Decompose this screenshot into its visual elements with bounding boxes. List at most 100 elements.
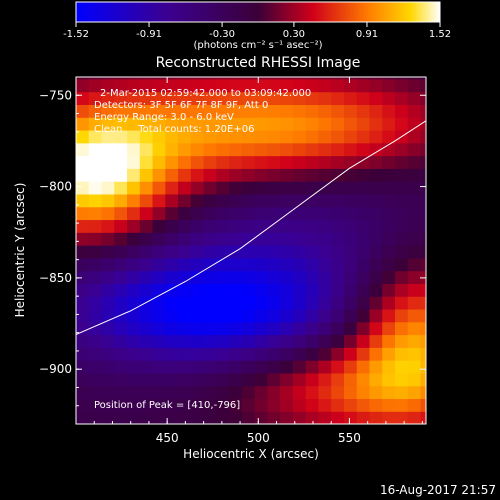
heatmap-cell [305,193,320,208]
heatmap-cell [216,181,230,195]
heatmap-cell [420,129,426,144]
heatmap-cell [88,168,103,182]
heatmap-cell [331,257,345,272]
heatmap-cell [369,347,383,361]
x-tick-label: 500 [247,431,270,445]
heatmap-cell [420,321,426,336]
heatmap-cell [88,270,103,284]
heatmap-cell [76,334,90,348]
heatmap-cell [165,245,179,259]
heatmap-cell [114,296,128,310]
heatmap-cell [203,206,217,221]
heatmap-cell [407,104,422,118]
heatmap-cell [356,245,371,259]
heatmap-cell [407,385,422,400]
heatmap-cell [203,181,217,195]
heatmap-cell [318,308,332,323]
heatmap-cell [152,168,166,182]
heatmap-cell [407,219,422,233]
heatmap-cell [267,181,281,195]
heatmap-cell [216,398,230,412]
heatmap-cell [152,398,166,412]
heatmap-cell [280,270,294,284]
heatmap-cell [254,385,269,400]
heatmap-cell [267,193,281,208]
heatmap-cell [292,334,307,348]
heatmap-cell [267,411,281,424]
heatmap-cell [216,193,230,208]
heatmap-cell [254,193,269,208]
heatmap-cell [139,270,154,284]
heatmap-cell [318,372,332,387]
heatmap-cell [318,206,332,221]
heatmap-cell [190,257,205,272]
heatmap-cell [101,168,115,182]
heatmap-cell [343,168,358,182]
heatmap-cell [331,78,345,93]
heatmap-cell [152,193,166,208]
colorbar-tick-label: -1.52 [63,29,89,40]
heatmap-cell [101,117,115,131]
heatmap-cell [216,232,230,246]
heatmap-cell [305,181,320,195]
heatmap-cell [152,270,166,284]
heatmap-cell [343,245,358,259]
heatmap-cell [280,398,294,412]
colorbar-gradient [75,1,441,23]
heatmap-cell [420,193,426,208]
heatmap-cell [331,91,345,105]
heatmap-cell [178,77,192,80]
heatmap-cell [229,296,243,310]
heatmap-cell [152,219,166,233]
heatmap-cell [292,372,307,387]
heatmap-cell [216,91,230,105]
heatmap-cell [267,398,281,412]
footer-timestamp: 16-Aug-2017 21:57 [380,483,496,497]
heatmap-cell [241,168,256,182]
heatmap-cell [356,283,371,297]
heatmap-cell [216,155,230,169]
heatmap-cell [165,117,179,131]
heatmap-cell [292,360,307,374]
heatmap-cell [216,372,230,387]
heatmap-cell [241,321,256,336]
heatmap-cell [420,360,426,374]
heatmap-cell [343,398,358,412]
heatmap-cell [139,168,154,182]
heatmap-cell [343,360,358,374]
heatmap-cell [343,257,358,272]
heatmap-cell [356,129,371,144]
heatmap-cell [178,296,192,310]
heatmap-cell [101,77,115,80]
heatmap-cell [395,232,409,246]
heatmap-cell [165,104,179,118]
heatmap-cell [114,193,128,208]
heatmap-cell [318,347,332,361]
heatmap-cell [101,219,115,233]
heatmap-cell [280,129,294,144]
plot-frame [75,76,427,425]
heatmap-cell [229,91,243,105]
heatmap-cell [190,360,205,374]
heatmap-cell [292,411,307,424]
heatmap-cell [331,232,345,246]
heatmap-cell [331,104,345,118]
heatmap-cell [369,372,383,387]
heatmap-cell [382,245,396,259]
heatmap-cell [318,245,332,259]
heatmap-cell [318,219,332,233]
heatmap-cell [305,77,320,80]
heatmap-cell [127,296,141,310]
heatmap-cell [382,91,396,105]
heatmap-cell [254,411,269,424]
heatmap-cell [229,77,243,80]
heatmap-cell [88,142,103,157]
heatmap-cell [280,308,294,323]
heatmap-cell [407,308,422,323]
heatmap-cell [267,91,281,105]
heatmap-cell [152,257,166,272]
heatmap-cell [165,168,179,182]
heatmap-cell [356,117,371,131]
heatmap-cell [101,155,115,169]
heatmap-cell [305,117,320,131]
